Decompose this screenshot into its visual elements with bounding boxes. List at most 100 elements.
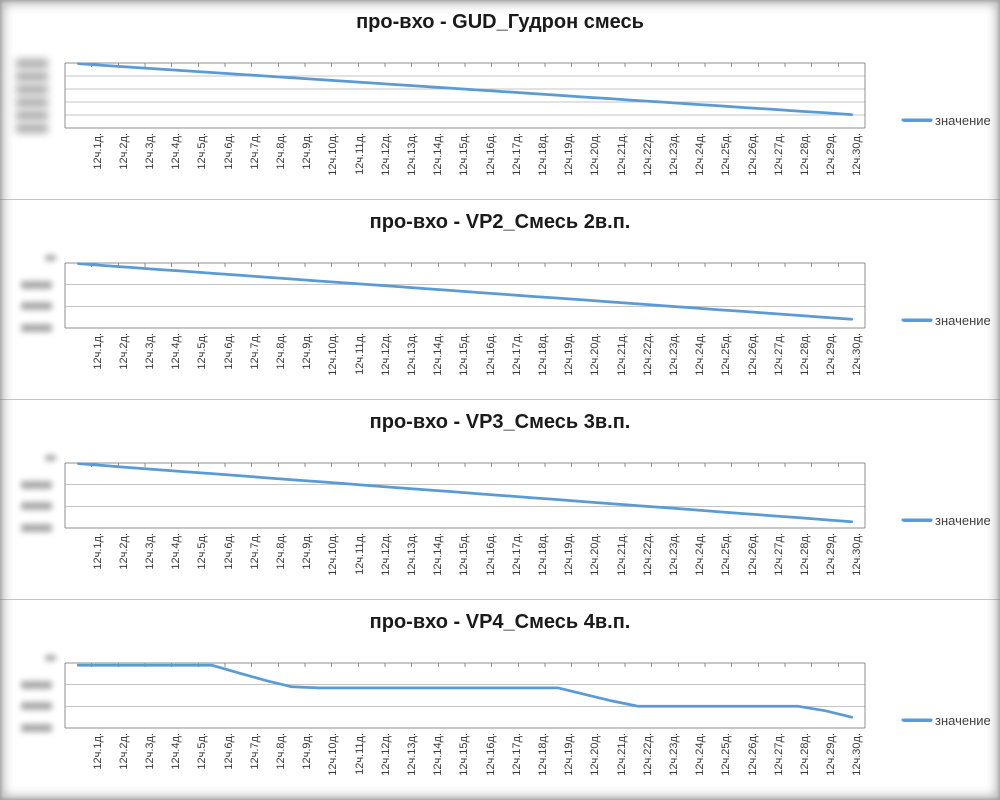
- x-axis-label: 12ч.13д.: [405, 133, 418, 176]
- x-axis-label: 12ч.24д.: [694, 333, 707, 376]
- x-axis-label: 12ч.28д.: [798, 133, 811, 176]
- x-axis-label: 12ч.12д.: [379, 133, 392, 176]
- redacted-y-tick-label: [21, 324, 52, 332]
- chart-title: про-вхо - GUD_Гудрон смесь: [356, 11, 644, 33]
- redacted-y-zero-label: [45, 455, 56, 461]
- x-axis-label: 12ч.4д.: [170, 533, 183, 570]
- x-axis-label: 12ч.11д.: [353, 533, 366, 575]
- chart-vp3-smes3[interactable]: про-вхо - VP3_Смесь 3в.п. 12ч.1д. 12ч.2д.…: [0, 400, 1000, 600]
- x-axis-label: 12ч.12д.: [379, 533, 392, 576]
- x-axis-label: 12ч.10д.: [327, 333, 340, 376]
- x-axis-label: 12ч.29д.: [825, 733, 838, 776]
- x-axis-label: 12ч.28д.: [798, 533, 811, 576]
- x-axis-label: 12ч.3д.: [143, 133, 156, 170]
- x-axis-label: 12ч.19д.: [563, 733, 576, 776]
- x-axis-label: 12ч.22д.: [641, 133, 654, 176]
- x-axis-label: 12ч.6д.: [222, 133, 235, 170]
- x-axis-label: 12ч.19д.: [563, 333, 576, 376]
- x-axis-label: 12ч.17д.: [510, 533, 523, 576]
- legend-series-label: значение: [935, 312, 991, 328]
- x-axis-label: 12ч.10д.: [327, 733, 340, 776]
- chart-vp2-smes2[interactable]: про-вхо - VP2_Смесь 2в.п. 12ч.1д. 12ч.2д.…: [0, 200, 1000, 400]
- x-axis-label: 12ч.30д.: [851, 133, 864, 176]
- x-axis-label: 12ч.26д.: [746, 333, 759, 376]
- x-axis-label: 12ч.1д.: [91, 533, 104, 570]
- x-axis-label: 12ч.24д.: [694, 533, 707, 576]
- x-axis-label: 12ч.24д.: [694, 733, 707, 776]
- x-axis-label: 12ч.3д.: [143, 333, 156, 370]
- x-axis-label: 12ч.27д.: [772, 133, 785, 176]
- x-axis-label: 12ч.19д.: [563, 533, 576, 576]
- x-axis-label: 12ч.16д.: [484, 333, 497, 376]
- x-axis-label: 12ч.7д.: [248, 333, 261, 370]
- x-axis-label: 12ч.23д.: [667, 333, 680, 376]
- x-axis-label: 12ч.2д.: [117, 733, 130, 770]
- legend-line-swatch: [903, 318, 932, 322]
- line-chart-plot: [64, 462, 933, 529]
- redacted-y-tick-label: [16, 58, 48, 68]
- x-axis-label: 12ч.23д.: [667, 133, 680, 176]
- line-chart-plot: [64, 62, 933, 129]
- x-axis-label: 12ч.21д.: [615, 733, 628, 776]
- x-axis-label: 12ч.15д.: [458, 333, 471, 376]
- x-axis-label: 12ч.8д.: [274, 733, 287, 770]
- chart-vp4-smes4[interactable]: про-вхо - VP4_Смесь 4в.п. 12ч.1д. 12ч.2д.…: [0, 600, 1000, 800]
- x-axis-label: 12ч.25д.: [720, 333, 733, 376]
- chart-title: про-вхо - VP2_Смесь 2в.п.: [369, 211, 631, 233]
- redacted-y-tick-label: [16, 84, 48, 94]
- x-axis-label: 12ч.12д.: [379, 733, 392, 776]
- x-axis-label: 12ч.8д.: [274, 133, 287, 170]
- x-axis-label: 12ч.17д.: [510, 733, 523, 776]
- legend-series-label: значение: [935, 712, 991, 728]
- x-axis-label: 12ч.13д.: [405, 733, 418, 776]
- redacted-y-tick-label: [16, 110, 48, 120]
- x-axis-label: 12ч.11д.: [353, 133, 366, 175]
- chart-gud-gudron[interactable]: про-вхо - GUD_Гудрон смесь 12ч.1д. 12ч.2д…: [0, 0, 1000, 200]
- x-axis-label: 12ч.5д.: [196, 733, 209, 770]
- line-chart-plot: [64, 662, 933, 729]
- x-axis-label: 12ч.18д.: [536, 133, 549, 176]
- x-axis-label: 12ч.7д.: [248, 533, 261, 570]
- redacted-y-tick-label: [16, 123, 48, 133]
- x-axis-label: 12ч.26д.: [746, 133, 759, 176]
- redacted-y-tick-label: [21, 302, 52, 311]
- x-axis-label: 12ч.4д.: [170, 333, 183, 370]
- x-axis-label: 12ч.9д.: [301, 133, 314, 170]
- x-axis-label: 12ч.13д.: [405, 333, 418, 376]
- x-axis-label: 12ч.15д.: [458, 133, 471, 176]
- redacted-y-tick-label: [16, 97, 48, 107]
- redacted-y-tick-label: [16, 71, 48, 81]
- x-axis-label: 12ч.21д.: [615, 533, 628, 576]
- x-axis-label: 12ч.3д.: [143, 733, 156, 770]
- x-axis-label: 12ч.5д.: [196, 133, 209, 170]
- x-axis-label: 12ч.14д.: [432, 333, 445, 376]
- redacted-y-zero-label: [45, 655, 56, 661]
- x-axis-label: 12ч.28д.: [798, 333, 811, 376]
- x-axis-label: 12ч.30д.: [851, 733, 864, 776]
- redacted-y-tick-label: [21, 502, 52, 511]
- x-axis-label: 12ч.29д.: [825, 333, 838, 376]
- redacted-y-tick-label: [21, 680, 52, 689]
- x-axis-label: 12ч.14д.: [432, 533, 445, 576]
- x-axis-label: 12ч.10д.: [327, 133, 340, 176]
- legend-series-label: значение: [935, 112, 991, 128]
- x-axis-label: 12ч.6д.: [222, 333, 235, 370]
- x-axis-label: 12ч.15д.: [458, 533, 471, 576]
- x-axis-label: 12ч.8д.: [274, 533, 287, 570]
- x-axis-label: 12ч.21д.: [615, 333, 628, 376]
- redacted-y-tick-label: [21, 724, 52, 732]
- x-axis-label: 12ч.20д.: [589, 733, 602, 776]
- x-axis-label: 12ч.23д.: [667, 733, 680, 776]
- x-axis-label: 12ч.16д.: [484, 733, 497, 776]
- redacted-y-tick-label: [21, 480, 52, 489]
- x-axis-label: 12ч.14д.: [432, 133, 445, 176]
- legend: значение: [903, 712, 991, 728]
- x-axis-label: 12ч.4д.: [170, 133, 183, 170]
- x-axis-label: 12ч.2д.: [117, 533, 130, 570]
- x-axis-label: 12ч.22д.: [641, 533, 654, 576]
- legend: значение: [903, 112, 991, 128]
- x-axis-label: 12ч.2д.: [117, 133, 130, 170]
- x-axis-label: 12ч.24д.: [694, 133, 707, 176]
- x-axis-label: 12ч.20д.: [589, 133, 602, 176]
